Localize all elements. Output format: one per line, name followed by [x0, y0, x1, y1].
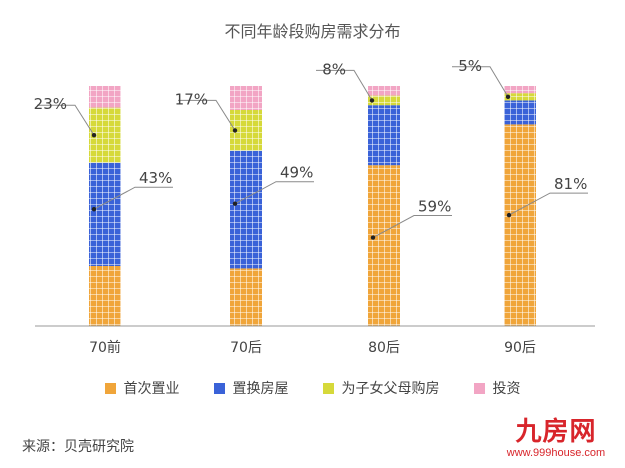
data-label-dot-4 — [369, 98, 375, 103]
x-tick-label: 90后 — [504, 340, 536, 356]
bar-grid-80后-2 — [368, 95, 400, 106]
legend-item-0: 首次置业 — [104, 378, 180, 398]
data-label-5: 59% — [418, 198, 451, 216]
bar-grid-90后-0 — [504, 124, 536, 327]
bar-grid-70后-3 — [230, 86, 262, 110]
data-label-4: 8% — [322, 60, 346, 78]
data-label-1: 43% — [139, 169, 172, 187]
x-tick-label: 70后 — [230, 340, 262, 356]
x-tick-label: 70前 — [89, 339, 121, 356]
watermark-url: www.999house.com — [506, 447, 606, 459]
bar-grid-70前-3 — [89, 86, 121, 108]
legend-label-2: 为子女父母购房 — [341, 381, 440, 397]
data-label-dot-7 — [506, 212, 512, 218]
legend: 首次置业 置换房屋 为子女父母购房 投资 — [0, 378, 625, 398]
data-label-3: 49% — [280, 164, 313, 182]
chart-title: 不同年龄段购房需求分布 — [224, 22, 401, 41]
legend-swatch-0 — [104, 382, 116, 394]
bar-grid-90后-2 — [504, 93, 536, 101]
legend-label-3: 投资 — [492, 381, 521, 397]
data-label-dot-1 — [91, 207, 97, 212]
data-label-dot-6 — [505, 94, 511, 100]
legend-label-1: 置换房屋 — [232, 381, 289, 397]
bar-grid-80后-1 — [368, 105, 400, 166]
bar-grid-80后-3 — [368, 86, 400, 96]
legend-swatch-3 — [473, 382, 485, 394]
data-label-leader-0 — [37, 104, 95, 136]
legend-item-1: 置换房屋 — [213, 378, 289, 398]
data-label-2: 17% — [175, 90, 208, 108]
watermark-logo: 九房网 www.999house.com — [501, 418, 611, 460]
data-label-dot-3 — [232, 201, 238, 206]
legend-item-2: 为子女父母购房 — [322, 378, 440, 398]
data-label-leader-4 — [316, 69, 373, 101]
legend-item-3: 投资 — [473, 378, 521, 398]
bar-grid-70前-0 — [89, 266, 121, 326]
bar-grid-70前-1 — [89, 162, 121, 266]
bar-grid-90后-3 — [504, 86, 536, 94]
data-label-leader-2 — [178, 99, 236, 131]
data-label-6: 5% — [458, 57, 482, 75]
data-label-leader-3 — [234, 181, 314, 205]
data-label-0: 23% — [34, 95, 67, 113]
data-label-leader-1 — [93, 186, 173, 210]
legend-swatch-1 — [213, 382, 225, 394]
source-note: 来源：贝壳研究院 — [22, 439, 134, 455]
data-label-leader-6 — [452, 66, 509, 98]
x-tick-label: 80后 — [368, 340, 400, 356]
data-label-7: 81% — [554, 175, 587, 193]
data-label-leader-5 — [372, 215, 452, 239]
legend-swatch-2 — [322, 382, 334, 394]
bar-grid-90后-1 — [504, 100, 536, 125]
bar-grid-70后-1 — [230, 150, 262, 269]
bar-grid-80后-0 — [368, 165, 400, 326]
data-label-dot-5 — [370, 235, 376, 240]
data-label-dot-0 — [91, 133, 97, 138]
bar-grid-70后-0 — [230, 268, 262, 326]
data-label-dot-2 — [232, 128, 238, 133]
data-label-leader-7 — [508, 192, 588, 216]
legend-label-0: 首次置业 — [123, 381, 180, 397]
watermark-logo-text: 九房网 — [515, 417, 597, 447]
